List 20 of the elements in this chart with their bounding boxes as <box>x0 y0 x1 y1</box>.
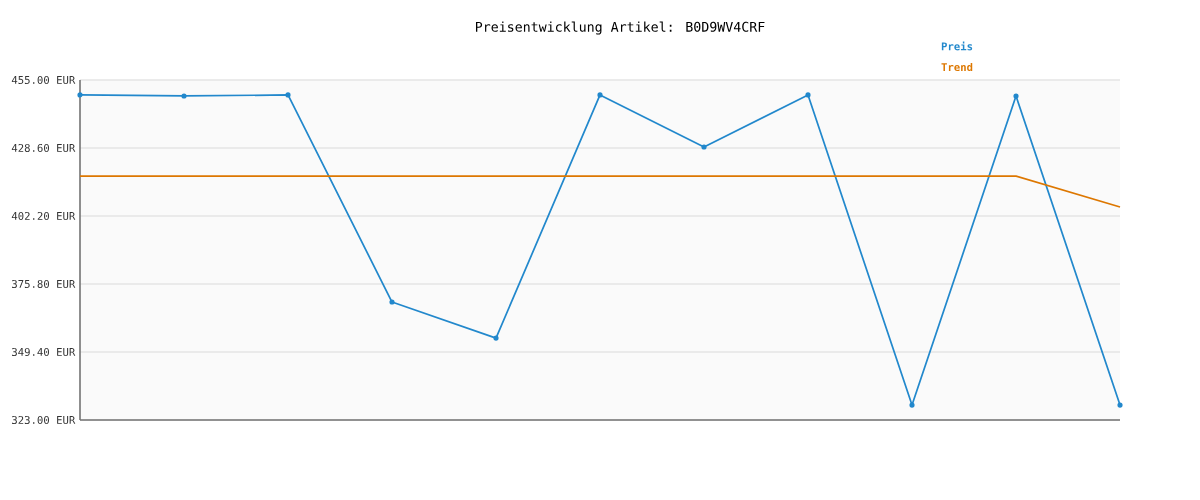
chart-title: Preisentwicklung Artikel: B0D9WV4CRF <box>475 21 765 35</box>
text: Preis <box>941 41 973 51</box>
text: Trend <box>941 62 973 72</box>
point <box>493 335 499 341</box>
y-tick-label: 428.60 EUR <box>11 143 76 153</box>
point <box>597 92 603 98</box>
y-tick-label: 402.20 EUR <box>11 211 76 221</box>
point <box>701 144 707 150</box>
point <box>909 402 915 408</box>
point <box>77 92 83 98</box>
y-tick-label: 375.80 EUR <box>12 279 76 289</box>
point <box>181 93 187 99</box>
point <box>285 92 291 98</box>
y-tick-label: 455.00 EUR <box>11 75 76 85</box>
y-tick-label: 349.40 EUR <box>12 347 76 357</box>
point <box>1013 93 1019 99</box>
y-tick-label: 323.00 EUR <box>12 415 76 425</box>
point <box>389 299 395 305</box>
point <box>805 92 811 98</box>
point <box>1117 402 1123 408</box>
